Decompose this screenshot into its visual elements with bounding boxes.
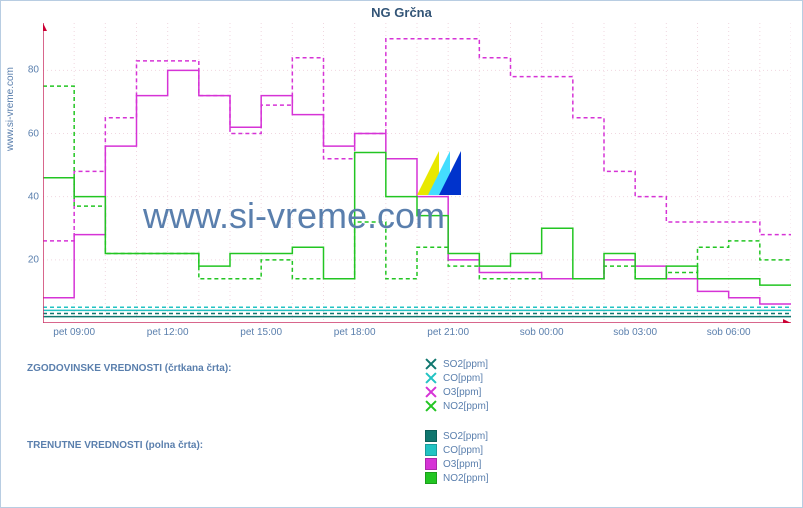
legend-label: NO2[ppm] <box>443 473 489 484</box>
x-tick-label: sob 00:00 <box>520 327 564 338</box>
legend-label: SO2[ppm] <box>443 359 488 370</box>
legend-label: O3[ppm] <box>443 387 481 398</box>
legend-label: CO[ppm] <box>443 445 483 456</box>
x-tick-label: pet 18:00 <box>334 327 376 338</box>
legend-item: CO[ppm] <box>425 443 489 457</box>
legend-square-icon <box>425 458 437 470</box>
legend-hist-title: ZGODOVINSKE VREDNOSTI (črtkana črta): <box>27 363 792 374</box>
x-tick-label: sob 03:00 <box>613 327 657 338</box>
legend-label: NO2[ppm] <box>443 401 489 412</box>
legend-label: SO2[ppm] <box>443 431 488 442</box>
y-tick-label: 40 <box>28 191 39 202</box>
chart-svg <box>43 23 791 323</box>
y-tick-label: 80 <box>28 65 39 76</box>
legend-cross-icon <box>425 386 437 398</box>
legend-cross-icon <box>425 400 437 412</box>
legend: ZGODOVINSKE VREDNOSTI (črtkana črta): SO… <box>27 357 792 455</box>
legend-label: CO[ppm] <box>443 373 483 384</box>
y-tick-label: 60 <box>28 128 39 139</box>
legend-item: NO2[ppm] <box>425 399 489 413</box>
x-tick-label: pet 15:00 <box>240 327 282 338</box>
legend-item: NO2[ppm] <box>425 471 489 485</box>
legend-square-icon <box>425 472 437 484</box>
legend-cur-title: TRENUTNE VREDNOSTI (polna črta): <box>27 440 792 451</box>
legend-square-icon <box>425 430 437 442</box>
legend-item: O3[ppm] <box>425 457 489 471</box>
legend-item: CO[ppm] <box>425 371 489 385</box>
x-tick-label: pet 21:00 <box>427 327 469 338</box>
legend-cross-icon <box>425 358 437 370</box>
y-axis-label: www.si-vreme.com <box>5 67 16 151</box>
plot-area: www.si-vreme.com <box>43 23 791 323</box>
x-ticks: pet 09:00 pet 12:00 pet 15:00 pet 18:00 pet … <box>43 327 791 341</box>
x-tick-label: pet 12:00 <box>147 327 189 338</box>
chart-container: NG Grčna www.si-vreme.com 20 40 60 80 www.s… <box>0 0 803 508</box>
y-ticks: 20 40 60 80 <box>23 23 41 323</box>
legend-square-icon <box>425 444 437 456</box>
legend-item: SO2[ppm] <box>425 357 489 371</box>
legend-cross-icon <box>425 372 437 384</box>
legend-item: SO2[ppm] <box>425 429 489 443</box>
legend-item: O3[ppm] <box>425 385 489 399</box>
legend-label: O3[ppm] <box>443 459 481 470</box>
x-tick-label: sob 06:00 <box>707 327 751 338</box>
chart-title: NG Grčna <box>1 5 802 20</box>
x-tick-label: pet 09:00 <box>53 327 95 338</box>
y-tick-label: 20 <box>28 254 39 265</box>
